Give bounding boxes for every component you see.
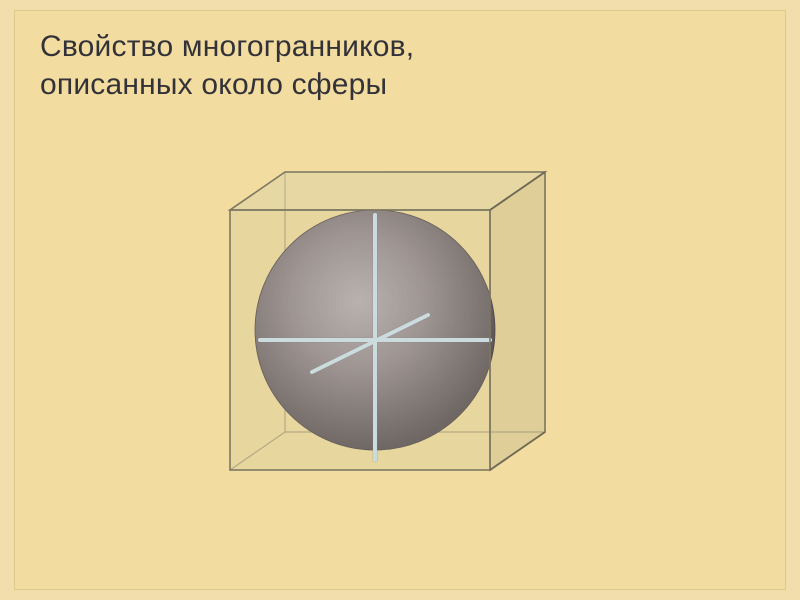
diagram-svg (200, 160, 560, 520)
title-line-1: Свойство многогранников, (40, 30, 414, 63)
cube-right-face (490, 172, 545, 470)
cube-front-face (230, 210, 490, 470)
slide-title: Свойство многогранников, описанных около… (40, 28, 740, 103)
diagram-sphere-in-cube (200, 160, 560, 525)
title-line-2: описанных около сферы (40, 68, 387, 101)
slide: Свойство многогранников, описанных около… (0, 0, 800, 600)
